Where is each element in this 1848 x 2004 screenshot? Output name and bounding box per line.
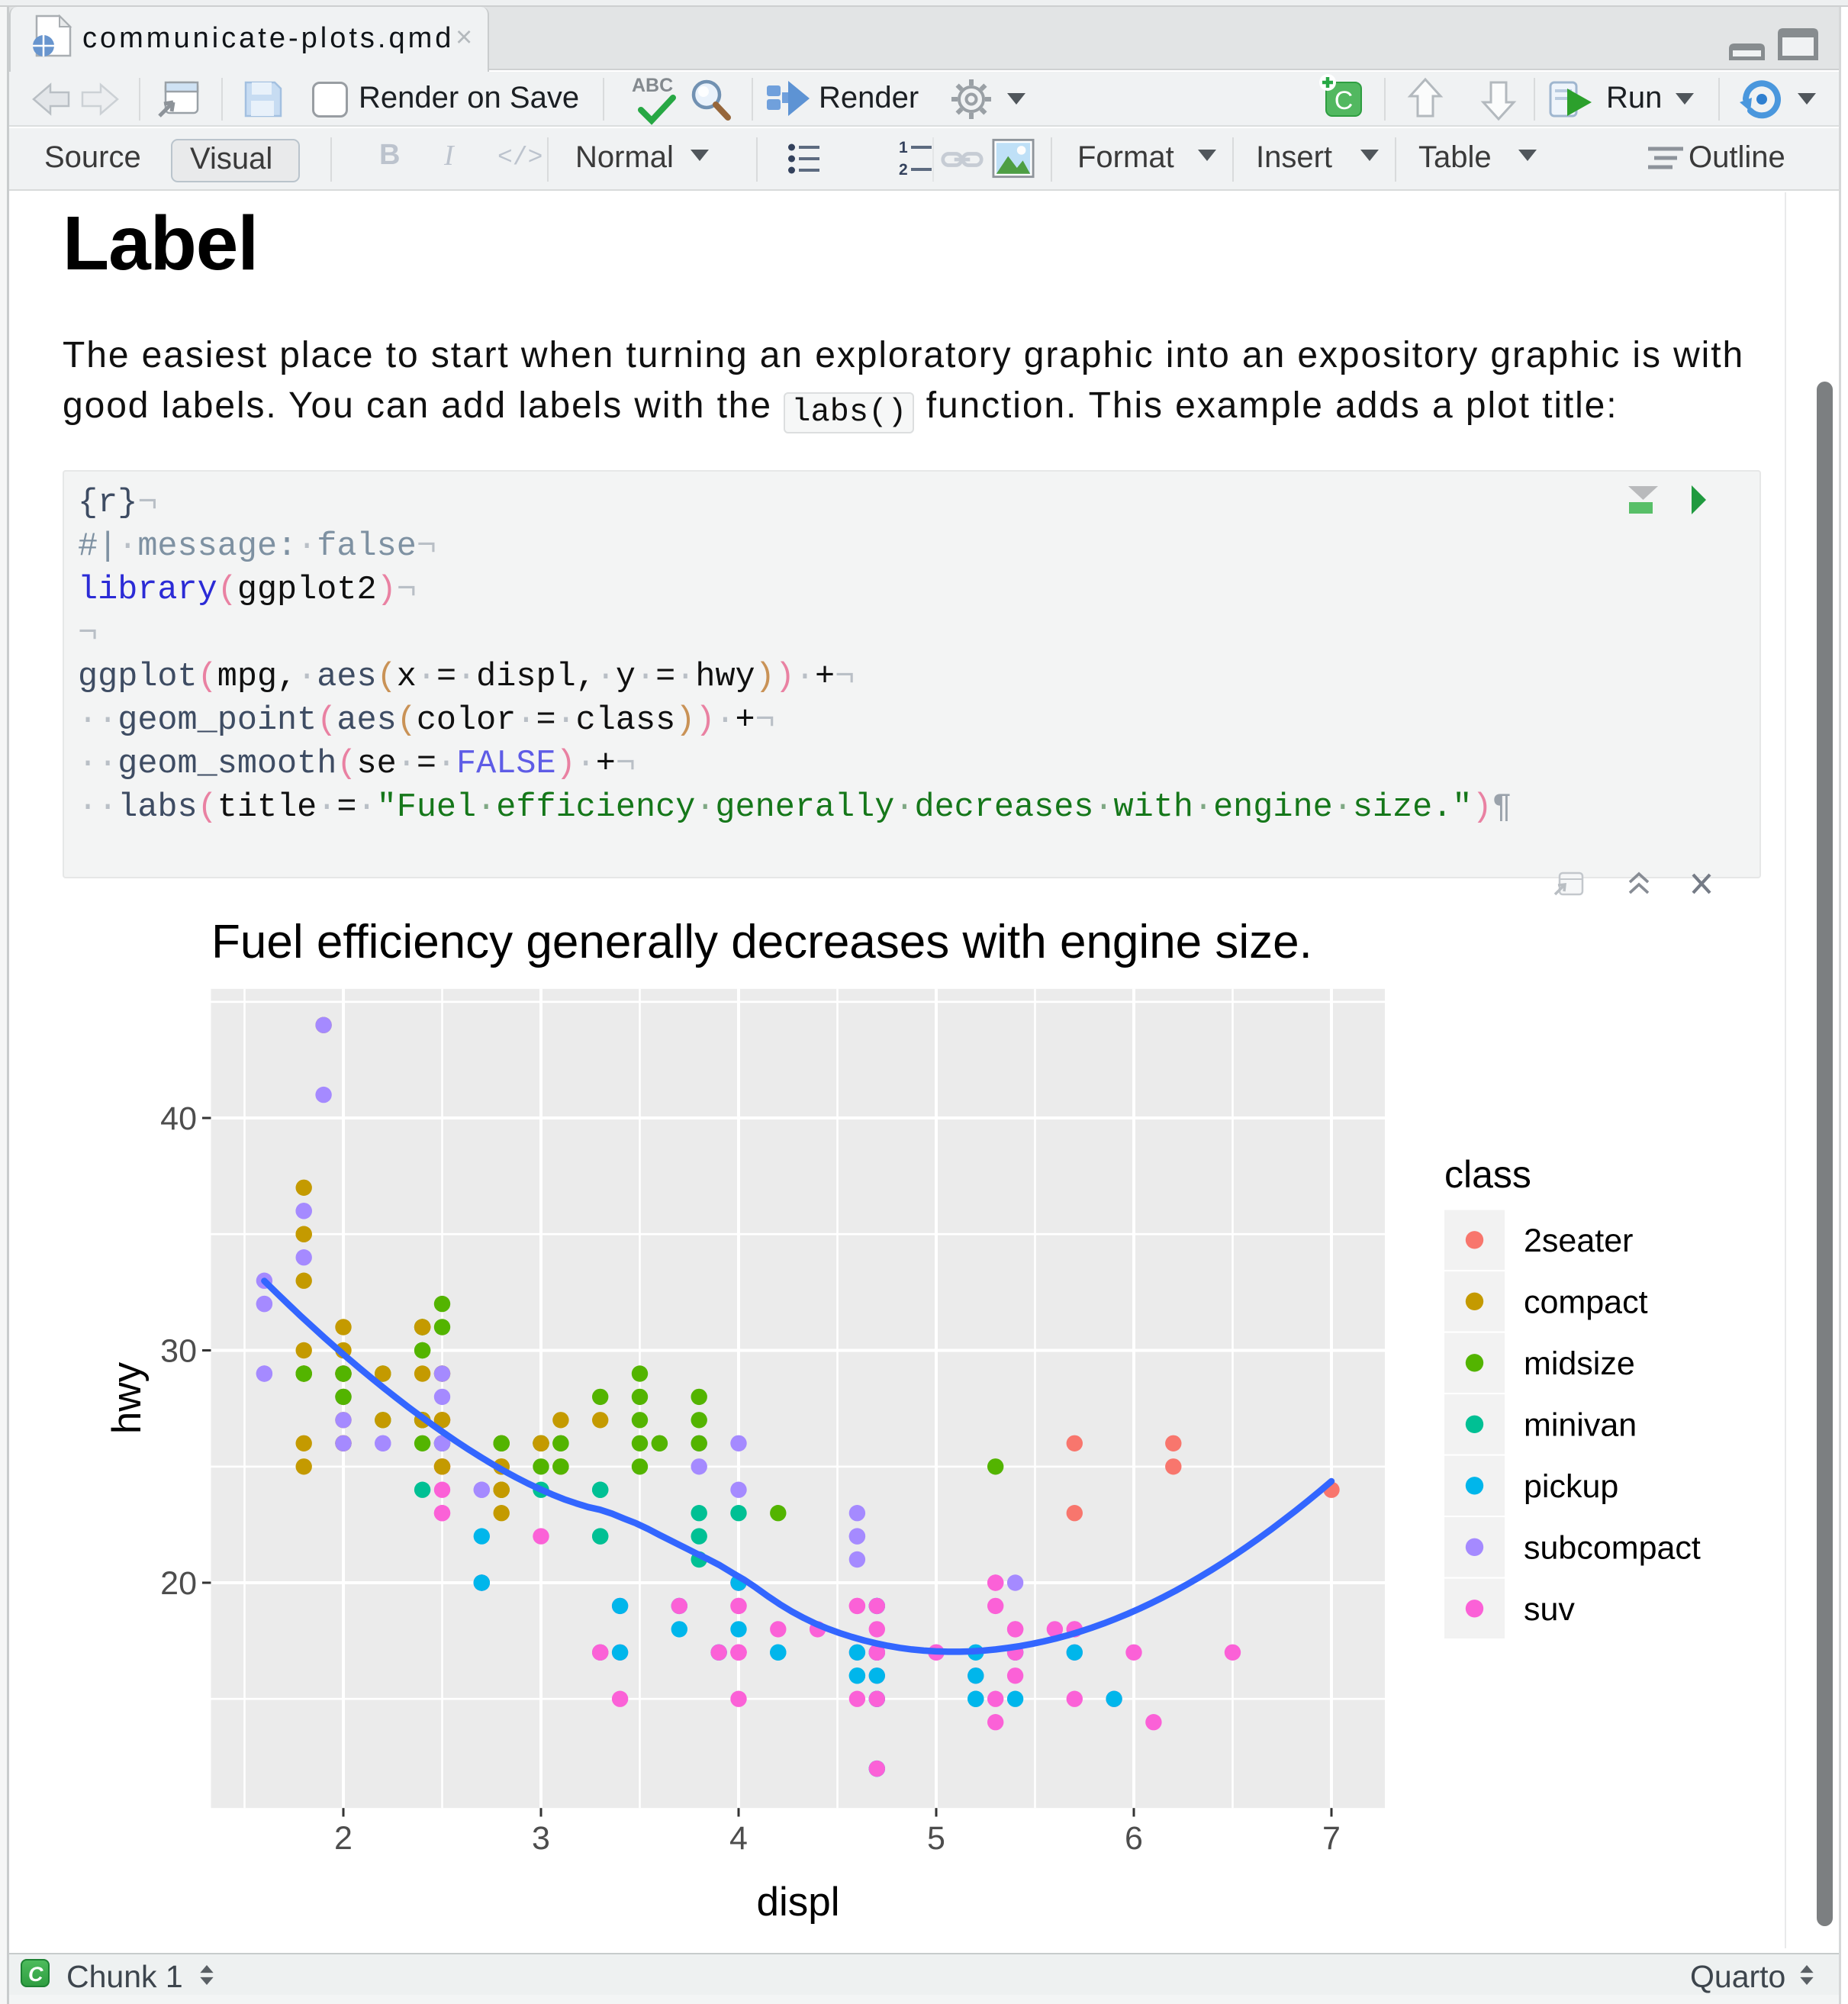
svg-text:hwy: hwy [105,1361,150,1434]
svg-text:20: 20 [160,1565,197,1602]
svg-text:C: C [1334,86,1354,115]
svg-text:4: 4 [729,1820,748,1857]
svg-text:40: 40 [160,1100,197,1137]
svg-text:displ: displ [756,1880,839,1925]
svg-text:7: 7 [1322,1820,1341,1857]
svg-text:pickup: pickup [1524,1468,1618,1505]
svg-text:2: 2 [334,1820,353,1857]
svg-text:Fuel efficiency generally decr: Fuel efficiency generally decreases with… [211,916,1312,968]
svg-text:suv: suv [1524,1591,1575,1628]
svg-text:midsize: midsize [1524,1345,1635,1382]
svg-text:compact: compact [1524,1284,1648,1320]
svg-text:class: class [1444,1153,1531,1196]
svg-text:3: 3 [532,1820,550,1857]
svg-text:5: 5 [927,1820,945,1857]
svg-text:6: 6 [1125,1820,1143,1857]
svg-text:subcompact: subcompact [1524,1529,1701,1566]
svg-text:2: 2 [899,161,908,179]
svg-text:2seater: 2seater [1524,1223,1633,1259]
svg-text:1: 1 [899,140,908,156]
svg-text:30: 30 [160,1333,197,1370]
svg-text:minivan: minivan [1524,1406,1637,1443]
